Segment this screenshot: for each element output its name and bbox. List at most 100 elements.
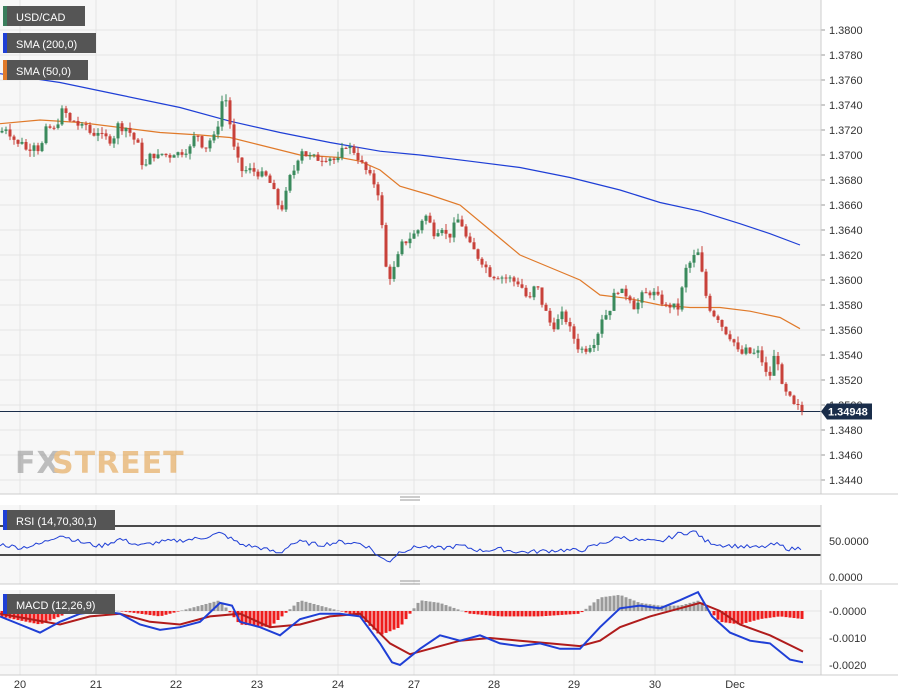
candle-body [440, 229, 444, 234]
macd-histogram-bar [580, 611, 584, 613]
macd-histogram-bar [140, 611, 144, 614]
macd-histogram-bar [228, 611, 232, 613]
candle-body [660, 294, 664, 305]
candle-body [236, 146, 240, 158]
macd-histogram-bar [512, 611, 516, 617]
macd-histogram-bar [768, 611, 772, 618]
macd-histogram-bar [392, 611, 396, 630]
candle-body [708, 295, 712, 311]
macd-y-tick-label: -0.0010 [829, 633, 866, 645]
candle-body [324, 160, 328, 162]
macd-histogram-bar [584, 608, 588, 611]
candle-body [20, 141, 24, 144]
macd-histogram-bar [440, 603, 444, 611]
candle-body [244, 170, 248, 172]
macd-histogram-bar [224, 607, 228, 611]
candle-body [544, 304, 548, 311]
macd-histogram-bar [400, 611, 404, 625]
macd-histogram-bar [496, 611, 500, 617]
macd-histogram-bar [280, 611, 284, 617]
macd-histogram-bar [780, 611, 784, 617]
legend-sma50[interactable]: SMA (50,0) [3, 60, 88, 80]
candle-body [60, 108, 64, 125]
candle-body [56, 124, 60, 128]
macd-histogram-bar [740, 611, 744, 624]
candle-body [316, 154, 320, 161]
candle-body [500, 277, 504, 279]
candle-body [756, 350, 760, 353]
macd-histogram-bar [212, 601, 216, 611]
rsi-panel [0, 505, 821, 584]
macd-histogram-bar [368, 611, 372, 626]
candle-body [624, 288, 628, 297]
macd-histogram-bar [20, 611, 24, 621]
macd-histogram-bar [44, 611, 48, 623]
macd-y-tick-label: -0.0000 [829, 606, 866, 618]
macd-histogram-bar [192, 607, 196, 611]
x-tick-label: Dec [725, 679, 745, 691]
candle-body [740, 349, 744, 354]
candle-body [84, 124, 88, 126]
candle-body [668, 304, 672, 308]
candle-body [376, 184, 380, 196]
macd-histogram-bar [208, 602, 212, 611]
candle-body [28, 149, 32, 151]
macd-histogram-bar [552, 611, 556, 616]
candle-body [528, 296, 532, 298]
candle-body [760, 350, 764, 363]
candle-body [788, 391, 792, 396]
candle-body [688, 262, 692, 268]
legend-usdcad-label: USD/CAD [16, 12, 66, 24]
candle-body [672, 303, 676, 308]
macd-histogram-bar [736, 611, 740, 625]
candle-body [428, 215, 432, 223]
legend-usdcad[interactable]: USD/CAD [3, 6, 85, 26]
candle-body [704, 271, 708, 296]
macd-histogram-bar [396, 611, 400, 629]
macd-histogram-bar [172, 611, 176, 613]
candle-body [340, 147, 344, 158]
candle-body [752, 352, 756, 354]
candle-body [456, 219, 460, 223]
candle-body [212, 134, 216, 141]
candle-body [600, 319, 604, 334]
candle-body [224, 100, 228, 102]
y-tick-label: 1.3600 [829, 275, 863, 287]
macd-histogram-bar [720, 611, 724, 623]
macd-histogram-bar [352, 611, 356, 615]
candle-body [284, 190, 288, 210]
candle-body [460, 219, 464, 227]
y-tick-label: 1.3680 [829, 175, 863, 187]
candle-body [148, 153, 152, 165]
candle-body [368, 169, 372, 174]
candle-body [48, 126, 52, 128]
candle-body [200, 136, 204, 148]
macd-histogram-bar [692, 601, 696, 611]
macd-histogram-bar [792, 611, 796, 619]
legend-rsi[interactable]: RSI (14,70,30,1) [3, 510, 115, 530]
y-tick-label: 1.3700 [829, 150, 863, 162]
legend-sma200[interactable]: SMA (200,0) [3, 33, 96, 53]
panel-splitter-top[interactable] [400, 496, 420, 501]
y-tick-label: 1.3740 [829, 100, 863, 112]
macd-histogram-bar [424, 601, 428, 611]
rsi-y-tick-label: 0.0000 [829, 572, 863, 584]
candle-body [8, 129, 12, 137]
candle-body [416, 230, 420, 234]
macd-histogram-bar [640, 603, 644, 611]
macd-histogram-bar [36, 611, 40, 625]
candle-body [676, 303, 680, 310]
candle-body [384, 225, 388, 267]
legend-macd[interactable]: MACD (12,26,9) [3, 594, 115, 614]
candle-body [484, 264, 488, 268]
candle-body [276, 189, 280, 206]
candle-body [308, 155, 312, 157]
panel-splitter-bottom[interactable] [400, 580, 420, 585]
macd-histogram-bar [492, 611, 496, 616]
macd-histogram-bar [688, 602, 692, 611]
macd-histogram-bar [444, 605, 448, 611]
macd-histogram-bar [732, 611, 736, 624]
candle-body [380, 195, 384, 226]
legend-sma200-label: SMA (200,0) [16, 39, 77, 51]
candle-body [220, 101, 224, 127]
